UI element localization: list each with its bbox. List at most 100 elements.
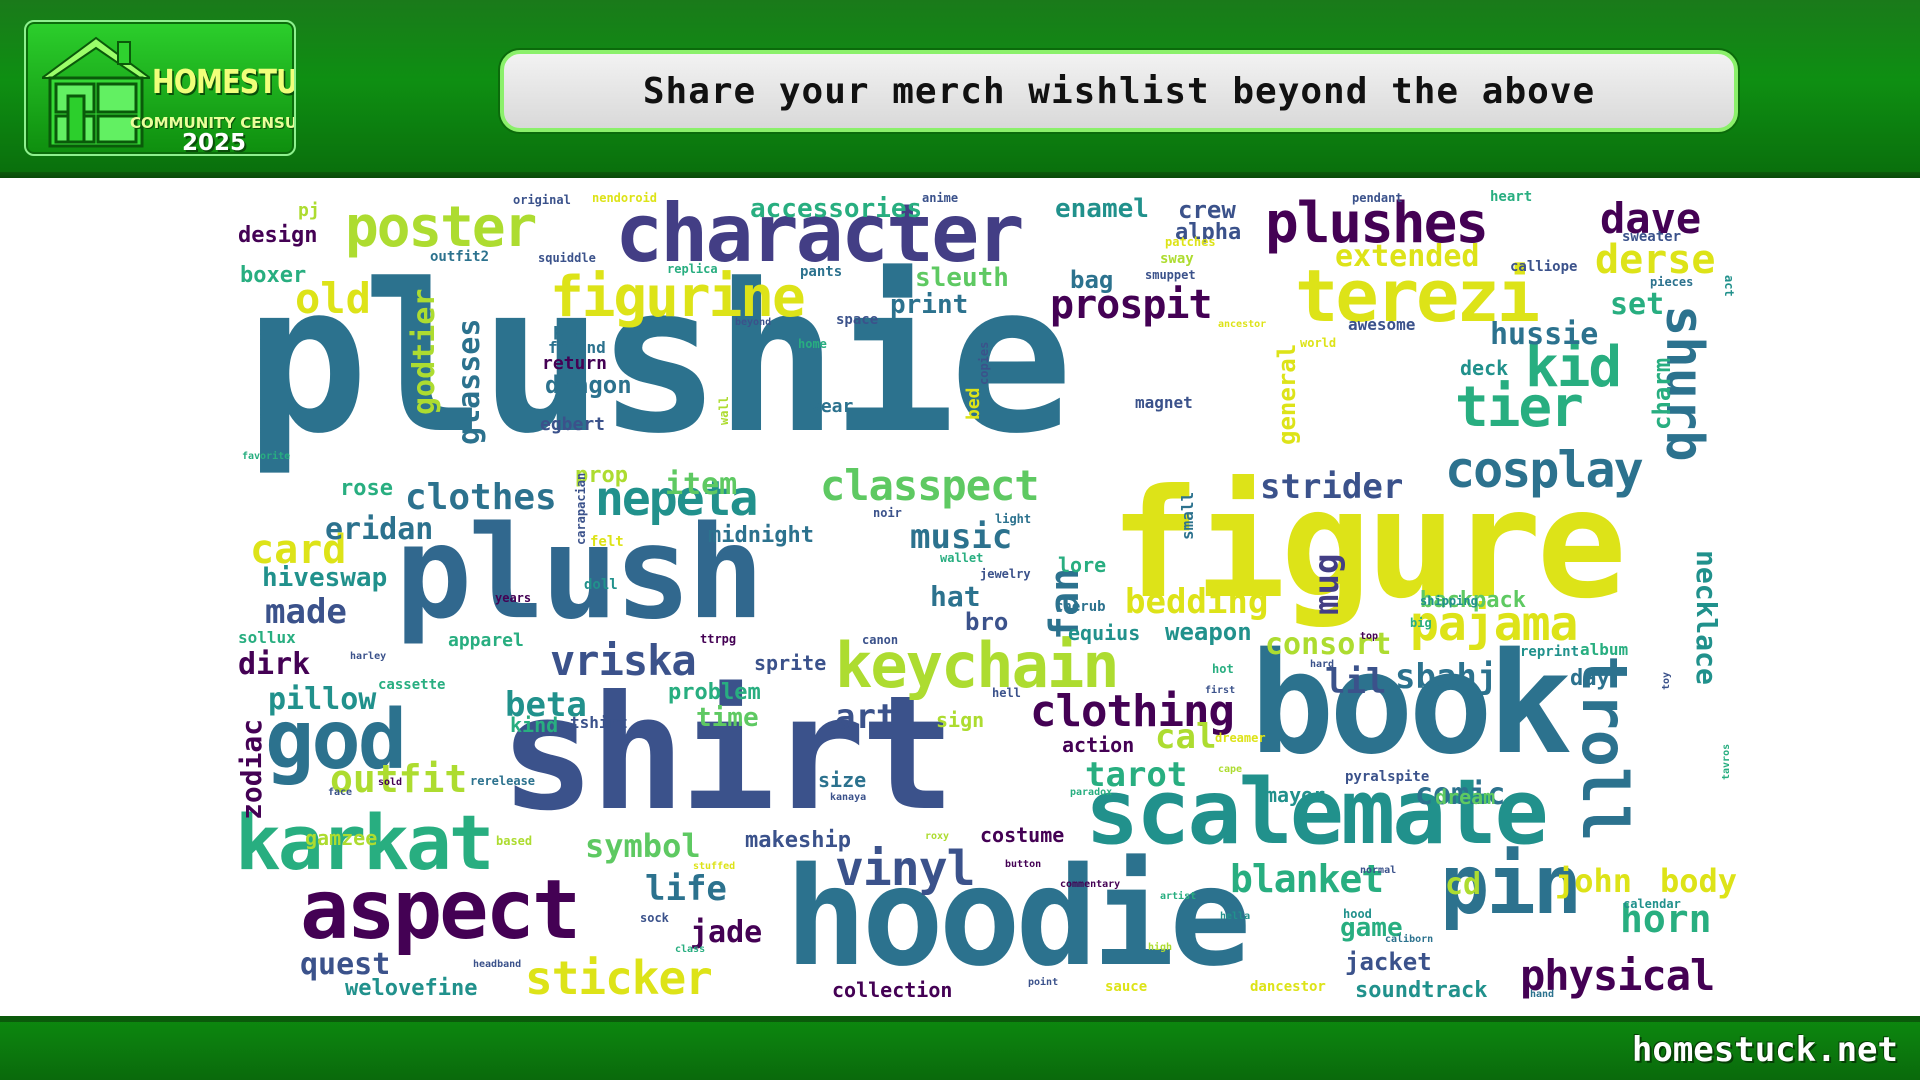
word-high: headband xyxy=(473,959,522,970)
word-calliope: pieces xyxy=(1650,275,1694,289)
word-cd: cd xyxy=(1445,867,1482,902)
word-normal: artist xyxy=(1160,891,1197,902)
word-reprint: reprint xyxy=(1520,644,1580,660)
word-canon: ttrpg xyxy=(700,632,737,646)
word-pendant: anime xyxy=(922,191,959,205)
word-friend: friend xyxy=(548,338,606,357)
site-label: homestuck.net xyxy=(1631,1030,1898,1070)
word-costume: costume xyxy=(980,823,1065,847)
word-collection: collection xyxy=(832,978,953,1002)
word-years: jewelry xyxy=(980,567,1031,581)
word-hat: hat xyxy=(930,580,981,613)
word-consort: consort xyxy=(1265,627,1392,662)
word-album: album xyxy=(1580,640,1629,659)
word-backpack: backpack xyxy=(1420,588,1526,613)
word-caliborn: calendar xyxy=(1623,897,1681,911)
word-original: squiddle xyxy=(538,251,596,265)
word-stuffed: roxy xyxy=(925,831,950,842)
word-enamel: enamel xyxy=(1055,194,1149,224)
word-heart: pendant xyxy=(1352,191,1403,205)
word-clothing: clothing xyxy=(1030,686,1235,737)
word-aspect: aspect xyxy=(300,863,581,958)
word-felt: felt xyxy=(590,534,624,550)
word-classpect: classpect xyxy=(820,461,1040,510)
word-copies: home xyxy=(798,337,827,351)
header-bar: HOMESTUCK COMMUNITY CENSUS 2025 Share yo… xyxy=(0,0,1920,178)
word-hard: top xyxy=(1360,631,1379,642)
word-terezi: terezi xyxy=(1295,254,1540,338)
word-dancestor: sauce xyxy=(1105,979,1148,995)
word-return: return xyxy=(542,353,608,374)
word-wear: wear xyxy=(810,396,854,417)
word-body: body xyxy=(1660,862,1738,900)
word-headband: class xyxy=(675,944,706,955)
word-life: life xyxy=(645,869,727,909)
word-old: old xyxy=(295,274,371,323)
word-artist: commentary xyxy=(1060,879,1121,890)
word-tier: tier xyxy=(1455,375,1584,440)
word-boxer: boxer xyxy=(240,263,307,288)
word-cloud: plushie shirt figure plush hoodie book c… xyxy=(230,180,1760,1010)
word-commentary: button xyxy=(1005,859,1042,870)
word-based: pyralspite xyxy=(1345,769,1430,785)
word-smuppet: sway xyxy=(1160,251,1194,267)
word-noir: favorite xyxy=(242,451,291,462)
word-karkat: karkat xyxy=(235,798,495,887)
word-wall: world xyxy=(1300,336,1337,350)
word-nendoroid: original xyxy=(513,193,571,207)
word-toy: cape xyxy=(1218,764,1243,775)
word-wallet: carapacian xyxy=(574,472,588,545)
word-general: general xyxy=(1273,343,1301,445)
word-god: god xyxy=(265,693,407,788)
word-gamzee: gamzee xyxy=(305,826,378,850)
logo-title: HOMESTUCK xyxy=(152,62,296,101)
word-weapon: weapon xyxy=(1165,618,1252,646)
word-jade: jade xyxy=(690,915,763,950)
word-apparel: apparel xyxy=(448,630,524,651)
word-pieces: smuppet xyxy=(1145,268,1196,282)
word-plush: plush xyxy=(395,499,764,648)
word-squiddle: outfit2 xyxy=(430,249,490,265)
word-tshirt: tshirt xyxy=(570,713,628,732)
word-strider: strider xyxy=(1260,467,1404,507)
word-book: book xyxy=(1250,623,1572,786)
word-cape: dreamer xyxy=(1215,731,1266,745)
word-big: years xyxy=(495,591,532,605)
word-act: calliope xyxy=(1510,259,1578,275)
word-beyond: replica xyxy=(667,262,718,276)
word-john: john xyxy=(1555,862,1633,900)
word-patches: sweater xyxy=(1622,229,1682,245)
word-paradox: kanaya xyxy=(830,792,867,803)
word-pj: pj xyxy=(298,200,320,221)
word-pants: pants xyxy=(800,264,843,280)
word-roxy: based xyxy=(496,834,533,848)
word-top: harley xyxy=(350,651,387,662)
word-carapacian: light xyxy=(995,512,1032,526)
word-tarot: tarot xyxy=(1085,755,1188,795)
word-dreamer: hell xyxy=(992,686,1021,700)
word-figurine: figurine xyxy=(550,265,806,330)
word-mug: mug xyxy=(1307,553,1347,615)
word-deck: deck xyxy=(1460,356,1509,380)
word-calendar: hood xyxy=(1343,907,1372,921)
word-sock: normal xyxy=(1360,865,1397,876)
word-zodiac: zodiac xyxy=(235,718,268,820)
word-prop: prop xyxy=(575,463,628,488)
word-class: caliborn xyxy=(1385,934,1434,945)
word-scalemate: scalemate xyxy=(1085,760,1549,865)
word-glasses: glasses xyxy=(452,318,487,445)
word-bed: bed xyxy=(963,387,984,420)
word-ancestor: copies xyxy=(977,341,991,385)
word-plushes: plushes xyxy=(1265,191,1489,256)
word-small: small xyxy=(1178,491,1197,540)
word-mayor: mayor xyxy=(1265,783,1326,807)
word-sleuth: sleuth xyxy=(915,263,1009,293)
house-logo-icon xyxy=(42,36,150,148)
word-eridan: eridan xyxy=(325,512,434,547)
word-jacket: jacket xyxy=(1345,948,1432,976)
word-sollux: sollux xyxy=(238,628,296,647)
word-cosplay: cosplay xyxy=(1445,441,1644,499)
word-shirt: shirt xyxy=(500,662,956,846)
word-rerelease: sold xyxy=(378,777,403,788)
word-game: game xyxy=(1340,913,1403,943)
